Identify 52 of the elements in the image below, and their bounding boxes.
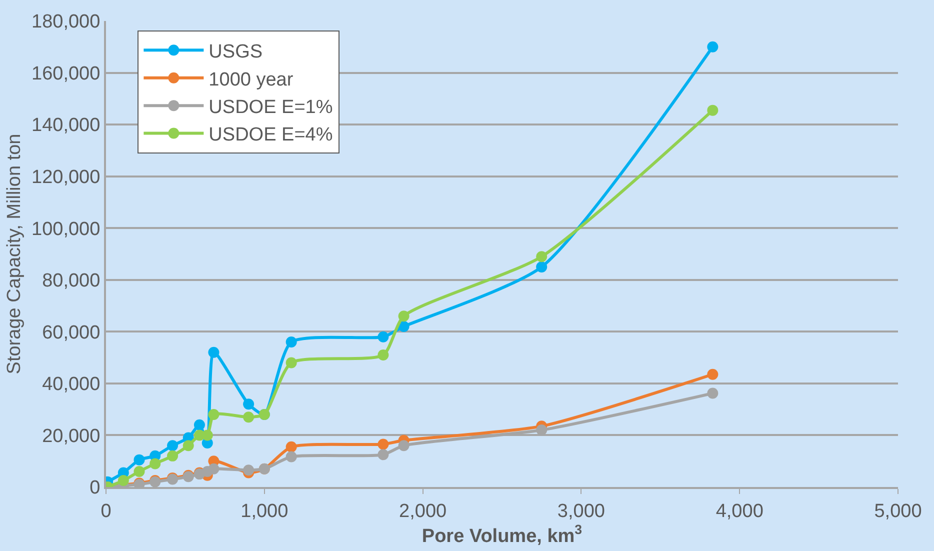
point xyxy=(286,451,297,462)
point xyxy=(378,449,389,460)
y-tick-label: 60,000 xyxy=(42,322,100,344)
y-tick-label: 40,000 xyxy=(42,374,100,396)
point xyxy=(398,310,410,322)
point xyxy=(150,458,161,470)
point xyxy=(398,440,410,452)
legend-label: USGS xyxy=(208,42,263,63)
point xyxy=(707,104,718,116)
y-tick-label: 120,000 xyxy=(32,166,100,188)
x-tick-label: 1,000 xyxy=(240,500,288,522)
point xyxy=(243,412,254,423)
point xyxy=(243,464,254,476)
point xyxy=(182,440,194,452)
x-tick-label: 4,000 xyxy=(716,500,764,522)
point xyxy=(286,336,297,348)
legend-label: 1000 year xyxy=(208,69,294,90)
point xyxy=(536,251,548,262)
point xyxy=(536,261,548,272)
point xyxy=(378,331,389,342)
y-tick-label: 160,000 xyxy=(32,63,100,84)
point xyxy=(208,463,220,474)
point xyxy=(378,349,389,360)
legend-label: USDOE E=4% xyxy=(208,124,333,146)
point xyxy=(134,466,145,477)
y-tick-label: 180,000 xyxy=(32,12,100,33)
point xyxy=(286,441,297,452)
y-tick-label: 140,000 xyxy=(32,115,100,136)
point xyxy=(707,388,718,399)
point xyxy=(118,475,129,486)
point xyxy=(167,450,178,462)
point xyxy=(707,41,718,52)
point xyxy=(208,409,220,420)
y-tick-label: 20,000 xyxy=(42,426,100,447)
point xyxy=(194,419,205,430)
point xyxy=(167,440,178,452)
point xyxy=(398,320,410,332)
x-tick-label: 3,000 xyxy=(557,500,605,522)
point xyxy=(208,346,220,358)
y-tick-label: 80,000 xyxy=(42,270,100,292)
y-tick-label: 0 xyxy=(90,478,100,499)
legend-label: USDOE E=1% xyxy=(208,96,333,118)
point xyxy=(134,454,145,466)
y-axis-title: Storage Capacity, Million ton xyxy=(4,134,25,374)
point xyxy=(286,357,297,368)
point xyxy=(707,368,718,380)
y-tick-label: 100,000 xyxy=(32,218,100,240)
x-axis-title: Pore Volume, km$^{3}$ xyxy=(422,522,582,547)
x-tick-label: 2,000 xyxy=(399,500,447,522)
point xyxy=(243,398,254,410)
point xyxy=(378,438,389,450)
x-tick-label: 5,000 xyxy=(874,500,922,522)
